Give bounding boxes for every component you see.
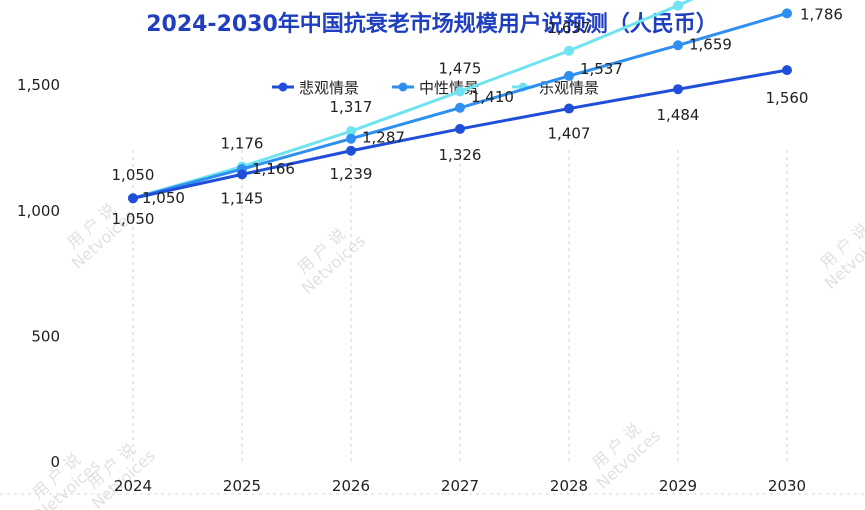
data-label: 1,786 bbox=[800, 5, 843, 23]
data-point bbox=[673, 40, 683, 51]
data-point bbox=[564, 45, 574, 56]
data-label: 1,326 bbox=[439, 146, 482, 164]
data-point bbox=[673, 84, 683, 95]
x-tick-label: 2029 bbox=[659, 477, 697, 495]
data-label: 1,484 bbox=[657, 106, 700, 124]
data-label: 1,287 bbox=[362, 129, 405, 147]
x-tick-label: 2028 bbox=[550, 477, 588, 495]
data-point bbox=[346, 145, 356, 156]
data-label: 1,176 bbox=[221, 135, 264, 153]
legend-label: 悲观情景 bbox=[299, 79, 359, 97]
data-label: 1,407 bbox=[548, 125, 591, 143]
y-tick-label: 500 bbox=[31, 327, 60, 345]
data-labels: 1,050 1,145 1,239 1,326 1,407 1,484 1,560 1,050… bbox=[112, 5, 843, 228]
legend-swatch-marker bbox=[398, 82, 408, 92]
data-label: 1,537 bbox=[580, 60, 623, 78]
x-tick-label: 2024 bbox=[114, 477, 152, 495]
data-point bbox=[237, 169, 247, 180]
data-label: 1,637 bbox=[548, 19, 591, 37]
data-label: 1,050 bbox=[112, 166, 155, 184]
legend-label: 乐观情景 bbox=[539, 79, 599, 97]
data-label: 1,239 bbox=[330, 165, 373, 183]
data-point bbox=[782, 65, 792, 76]
data-label: 1,050 bbox=[112, 210, 155, 228]
data-point bbox=[128, 193, 138, 204]
y-tick-label: 1,500 bbox=[17, 76, 60, 94]
data-point bbox=[673, 0, 683, 11]
data-label: 1,050 bbox=[142, 189, 185, 207]
legend-swatch-marker bbox=[278, 82, 288, 92]
data-point bbox=[564, 103, 574, 114]
data-label: 1,317 bbox=[330, 98, 373, 116]
data-label: 1,475 bbox=[439, 59, 482, 77]
series-0 bbox=[128, 65, 792, 204]
legend: 悲观情景 中性情景 乐观情景 bbox=[272, 79, 599, 97]
data-point bbox=[346, 133, 356, 144]
x-tick-label: 2025 bbox=[223, 477, 261, 495]
data-point bbox=[782, 8, 792, 19]
data-label: 1,145 bbox=[221, 189, 264, 207]
y-tick-label: 0 bbox=[50, 453, 60, 471]
data-point bbox=[455, 86, 465, 97]
series-layer bbox=[128, 0, 792, 204]
data-point bbox=[346, 126, 356, 137]
data-label: 1,560 bbox=[766, 89, 809, 107]
x-tick-label: 2027 bbox=[441, 477, 479, 495]
x-axis: 2024 2025 2026 2027 2028 2029 2030 bbox=[114, 477, 806, 495]
legend-item: 悲观情景 bbox=[272, 79, 359, 97]
chart-title: 2024-2030年中国抗衰老市场规模用户说预测（人民币） bbox=[146, 11, 718, 37]
data-label: 1,659 bbox=[689, 35, 732, 53]
data-point bbox=[564, 70, 574, 81]
x-tick-label: 2030 bbox=[768, 477, 806, 495]
y-tick-label: 1,000 bbox=[17, 202, 60, 220]
data-point bbox=[455, 102, 465, 113]
x-tick-label: 2026 bbox=[332, 477, 370, 495]
data-label: 1,410 bbox=[471, 88, 514, 106]
data-point bbox=[455, 123, 465, 134]
data-label: 1,166 bbox=[252, 160, 295, 178]
